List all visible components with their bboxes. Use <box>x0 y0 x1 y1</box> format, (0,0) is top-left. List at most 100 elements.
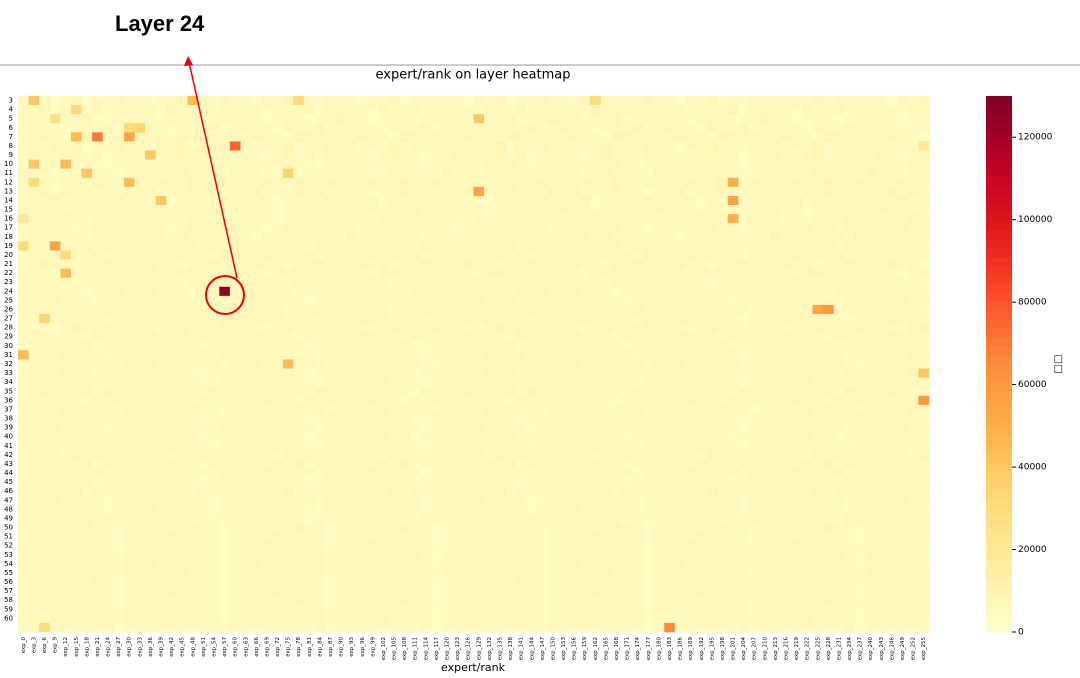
cell <box>452 205 464 215</box>
cell <box>409 304 421 315</box>
cell <box>695 504 707 515</box>
cell <box>706 568 718 578</box>
cell <box>748 495 760 506</box>
cell <box>49 195 61 206</box>
cell <box>208 268 220 278</box>
cell <box>791 377 803 388</box>
cell <box>70 577 82 587</box>
cell <box>738 522 750 533</box>
cell <box>356 214 368 224</box>
cell <box>505 568 517 578</box>
cell <box>304 559 315 569</box>
cell <box>251 141 262 151</box>
cell <box>664 386 676 397</box>
cell <box>155 522 167 533</box>
cell <box>272 105 284 115</box>
cell <box>155 123 167 133</box>
cell <box>611 413 623 424</box>
cell <box>272 259 284 269</box>
cell <box>473 123 485 133</box>
cell <box>356 613 368 624</box>
cell <box>537 450 548 460</box>
cell <box>897 177 909 188</box>
cell <box>801 141 813 151</box>
cell <box>579 404 591 415</box>
cell <box>356 341 368 351</box>
cell <box>431 223 443 233</box>
cell <box>134 186 146 197</box>
cell <box>621 332 633 342</box>
cell <box>49 277 61 288</box>
cell <box>261 468 273 478</box>
cell <box>452 295 464 306</box>
cell <box>335 513 347 524</box>
cell <box>780 450 792 460</box>
cell <box>780 250 792 260</box>
cell <box>367 186 379 197</box>
cell <box>590 323 601 333</box>
cell <box>325 586 337 596</box>
cell <box>176 504 188 515</box>
cell <box>515 132 527 142</box>
cell <box>198 223 209 233</box>
cell <box>706 105 718 115</box>
cell <box>770 114 781 124</box>
cell <box>918 214 930 224</box>
cell <box>81 314 93 324</box>
cell <box>28 304 40 315</box>
cell <box>261 550 273 560</box>
cell <box>632 141 644 151</box>
cell <box>568 477 580 487</box>
cell <box>579 532 591 542</box>
cell <box>664 504 676 515</box>
cell <box>748 613 760 624</box>
cell <box>198 186 209 197</box>
cell <box>113 205 125 215</box>
cell <box>484 413 495 424</box>
cell <box>28 468 40 478</box>
cell <box>801 241 813 251</box>
cell <box>547 332 559 342</box>
cell <box>176 432 188 442</box>
cell <box>431 114 443 124</box>
cell <box>102 441 114 451</box>
cell <box>272 268 284 278</box>
cell <box>717 595 729 606</box>
cell <box>515 168 527 179</box>
cell <box>865 522 877 533</box>
cell <box>145 96 157 106</box>
cell <box>81 332 93 342</box>
cell <box>918 114 930 124</box>
cell <box>219 613 231 624</box>
cell <box>695 423 707 433</box>
cell <box>166 96 178 106</box>
cell <box>547 168 559 179</box>
cell <box>473 377 485 388</box>
cell <box>399 604 411 615</box>
cell <box>770 423 781 433</box>
cell <box>833 323 845 333</box>
cell <box>208 441 220 451</box>
cell <box>801 586 813 596</box>
cell <box>547 532 559 542</box>
cell <box>113 332 125 342</box>
cell <box>748 423 760 433</box>
cell <box>770 468 781 478</box>
cell <box>272 432 284 442</box>
cell <box>176 304 188 315</box>
cell <box>801 205 813 215</box>
cell <box>293 150 305 160</box>
cell <box>198 413 209 424</box>
cell <box>918 168 930 179</box>
cell <box>346 332 358 342</box>
cell <box>791 123 803 133</box>
cell <box>240 241 252 251</box>
cell <box>219 568 231 578</box>
cell <box>897 250 909 260</box>
cell <box>420 168 432 179</box>
cell <box>102 559 114 569</box>
cell <box>801 395 813 406</box>
cell <box>145 123 157 133</box>
cell <box>166 177 178 188</box>
cell <box>727 186 739 197</box>
